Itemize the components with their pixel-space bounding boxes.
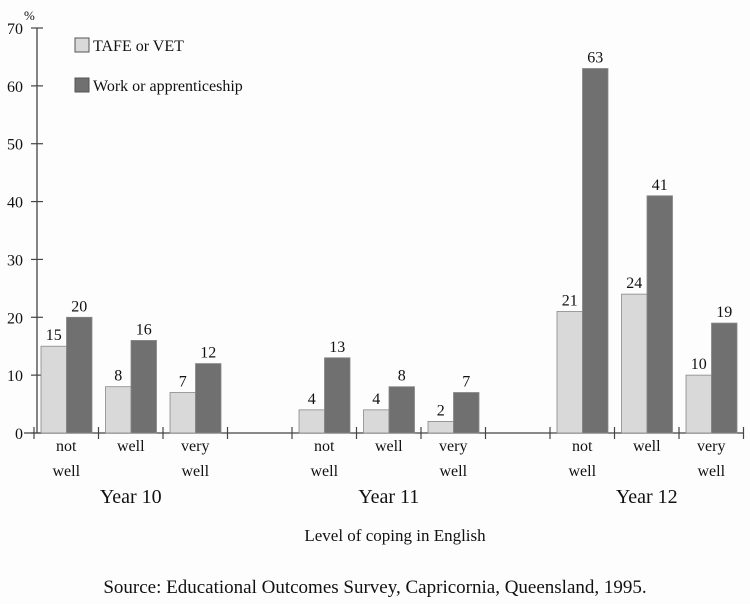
bar <box>582 68 609 434</box>
y-tick-label: 60 <box>7 79 23 96</box>
legend-swatch <box>74 77 90 93</box>
bar <box>130 340 157 434</box>
bar <box>556 311 583 434</box>
category-label: very <box>439 438 467 455</box>
bar <box>711 322 738 434</box>
x-axis-label: Level of coping in English <box>304 526 486 545</box>
bar-value-label: 21 <box>562 293 578 310</box>
category-label: well <box>439 463 467 480</box>
bar <box>40 345 67 434</box>
bar <box>453 392 480 434</box>
y-tick-label: 40 <box>7 195 23 212</box>
bar <box>195 363 222 434</box>
bar <box>685 374 712 434</box>
bar <box>427 421 454 434</box>
bar-value-label: 41 <box>652 177 668 194</box>
bar <box>324 357 351 434</box>
category-label: very <box>181 438 209 455</box>
bar <box>298 409 325 434</box>
bar-value-label: 13 <box>329 339 345 356</box>
bar <box>169 392 196 434</box>
y-tick-label: 30 <box>7 252 23 269</box>
category-label: well <box>633 438 661 455</box>
bar-value-label: 4 <box>308 391 316 408</box>
bar-value-label: 24 <box>626 275 642 292</box>
y-tick-label: 10 <box>7 368 23 385</box>
bar-value-label: 19 <box>716 304 732 321</box>
category-label: well <box>117 438 145 455</box>
bar-value-label: 20 <box>71 298 87 315</box>
legend: TAFE or VET Work or apprenticeship <box>74 37 243 95</box>
category-label: well <box>568 463 596 480</box>
category-label: well <box>52 463 80 480</box>
category-label: well <box>310 463 338 480</box>
group-label: Year 11 <box>358 486 419 508</box>
bar-value-label: 7 <box>462 374 470 391</box>
bar-value-label: 10 <box>691 356 707 373</box>
bar-value-label: 63 <box>587 50 603 67</box>
bar <box>621 293 648 434</box>
bar-value-label: 15 <box>46 327 62 344</box>
group-label: Year 12 <box>616 486 678 508</box>
bar <box>388 386 415 434</box>
legend-label: Work or apprenticeship <box>93 78 243 95</box>
bar-value-label: 16 <box>136 321 152 338</box>
bar-value-label: 4 <box>372 391 380 408</box>
y-tick-label: 0 <box>15 426 23 443</box>
bar-value-label: 2 <box>437 402 445 419</box>
y-tick-label: 50 <box>7 137 23 154</box>
bar-value-label: 7 <box>179 374 187 391</box>
category-label: not <box>572 438 593 455</box>
category-label: well <box>181 463 209 480</box>
y-tick-label: 20 <box>7 310 23 327</box>
bar-value-label: 12 <box>200 345 216 362</box>
legend-label: TAFE or VET <box>93 38 184 55</box>
bar <box>646 195 673 434</box>
y-tick-label: 70 <box>7 21 23 38</box>
category-label: not <box>56 438 77 455</box>
y-axis-label: % <box>24 8 35 23</box>
category-label: very <box>697 438 725 455</box>
bar-value-label: 8 <box>114 368 122 385</box>
legend-swatch <box>74 37 90 53</box>
bar <box>66 316 93 434</box>
category-label: not <box>314 438 335 455</box>
bar-value-label: 8 <box>398 368 406 385</box>
group-label: Year 10 <box>100 486 162 508</box>
bar <box>363 409 390 434</box>
category-label: well <box>375 438 403 455</box>
source-note: Source: Educational Outcomes Survey, Cap… <box>103 577 646 598</box>
bar <box>105 386 132 434</box>
category-label: well <box>697 463 725 480</box>
